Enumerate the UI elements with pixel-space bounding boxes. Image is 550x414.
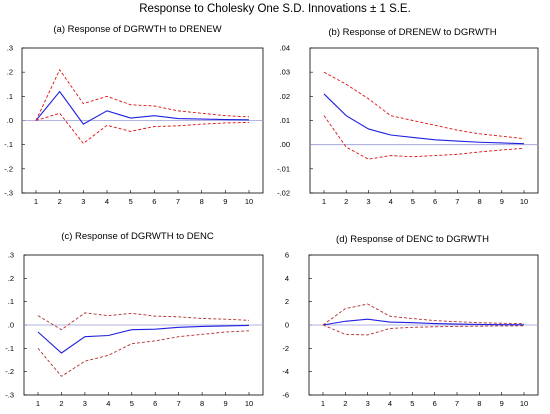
upper-band-line-d xyxy=(322,303,525,326)
lower-band-line-b xyxy=(323,115,525,160)
x-tick-label: 4 xyxy=(388,399,392,408)
x-tick-label: 7 xyxy=(455,197,459,206)
x-tick-label: 8 xyxy=(200,399,204,408)
y-tick-label: 0 xyxy=(285,321,289,330)
x-tick-label: 1 xyxy=(36,399,40,408)
y-tick-label: .03 xyxy=(280,68,290,77)
chart-a-plot: .3 .2 .1 .0 -.1 -.2 -.3 1 2 3 4 5 6 7 8 9 10 xyxy=(4,44,264,206)
panel-title-a: (a) Response of DGRWTH to DRENEW xyxy=(53,24,222,35)
x-tick-label: 10 xyxy=(520,197,528,206)
panel-title-b: (b) Response of DRENEW to DGRWTH xyxy=(328,27,497,38)
y-tick-label: .01 xyxy=(280,116,290,125)
x-tick-label: 5 xyxy=(129,197,133,206)
x-tick-label: 3 xyxy=(81,197,85,206)
x-tick-label: 7 xyxy=(177,399,181,408)
x-tick-label: 5 xyxy=(130,399,134,408)
x-tick-label: 1 xyxy=(34,197,38,206)
y-tick-label: -.3 xyxy=(4,189,13,198)
plot-frame-b xyxy=(309,47,539,194)
x-tick-label: 8 xyxy=(200,197,204,206)
y-tick-label: -.1 xyxy=(5,344,14,353)
x-tick-label: 5 xyxy=(410,399,414,408)
y-tick-label: .0 xyxy=(8,321,14,330)
x-tick-label: 6 xyxy=(433,399,437,408)
y-tick-label: .3 xyxy=(7,44,13,53)
x-tick-label: 10 xyxy=(520,399,528,408)
chart-panel-b: (b) Response of DRENEW to DGRWTH .04 .03.… xyxy=(275,18,550,210)
y-tick-label: -.01 xyxy=(277,164,290,173)
response-line-a xyxy=(35,90,250,125)
x-tick-label: 3 xyxy=(83,399,87,408)
y-tick-label: 6 xyxy=(285,251,289,260)
x-tick-label: 2 xyxy=(59,399,63,408)
chart-panel-a: (a) Response of DGRWTH to DRENEW .3 .2 .1.… xyxy=(0,18,275,210)
y-tick-label: .02 xyxy=(280,92,290,101)
x-tick-label: 5 xyxy=(411,197,415,206)
x-tick-label: 4 xyxy=(389,197,393,206)
y-tick-label: .2 xyxy=(8,274,14,283)
y-tick-label: -.02 xyxy=(277,189,290,198)
upper-band-line-c xyxy=(37,312,250,331)
y-tick-label: .1 xyxy=(7,92,13,101)
y-tick-label: 2 xyxy=(285,297,289,306)
x-tick-label: 1 xyxy=(321,399,325,408)
y-tick-label: -4 xyxy=(282,367,289,376)
y-tick-label: .04 xyxy=(280,44,290,53)
x-tick-label: 9 xyxy=(223,197,227,206)
x-tick-label: 2 xyxy=(344,197,348,206)
chart-b-plot: .04 .03 .02 .01 .00 -.01 -.02 1 2 3 4 5 6 7 8 9 10 xyxy=(277,44,539,206)
response-line-b xyxy=(323,93,525,145)
chart-panel-d: (d) Response of DENC to DGRWTH 6 4 2 0 -2 -4 -… xyxy=(275,225,550,414)
x-tick-label: 3 xyxy=(366,399,370,408)
upper-band-line-b xyxy=(323,71,525,140)
chart-panel-c: (c) Response of DGRWTH to DENC .3 .2 .1 .0 -… xyxy=(0,225,275,414)
x-tick-label: 8 xyxy=(477,197,481,206)
x-tick-label: 6 xyxy=(152,197,156,206)
x-tick-label: 7 xyxy=(455,399,459,408)
lower-band-line-c xyxy=(37,330,250,377)
upper-band-line-a xyxy=(35,68,250,121)
y-tick-label: 4 xyxy=(285,274,289,283)
response-line-c xyxy=(37,324,250,354)
panel-title-c: (c) Response of DGRWTH to DENC xyxy=(61,231,214,242)
x-tick-label: 6 xyxy=(433,197,437,206)
y-tick-label: .0 xyxy=(7,116,13,125)
y-tick-label: -.2 xyxy=(4,164,13,173)
y-tick-label: .2 xyxy=(7,68,13,77)
x-tick-label: 8 xyxy=(477,399,481,408)
x-tick-label: 9 xyxy=(500,399,504,408)
y-tick-label: .00 xyxy=(280,140,290,149)
x-tick-label: 9 xyxy=(500,197,504,206)
x-tick-label: 10 xyxy=(245,197,253,206)
x-tick-label: 7 xyxy=(176,197,180,206)
y-tick-label: -6 xyxy=(282,391,289,400)
chart-d-plot: 6 4 2 0 -2 -4 -6 1 2 3 4 5 6 7 8 9 10 xyxy=(282,251,539,408)
x-tick-label: 2 xyxy=(58,197,62,206)
x-tick-label: 9 xyxy=(223,399,227,408)
y-tick-label: -.2 xyxy=(5,367,14,376)
chart-c-plot: .3 .2 .1 .0 -.1 -.2 -.3 1 2 3 4 5 6 7 8 9 10 xyxy=(5,251,264,408)
y-tick-label: -.3 xyxy=(5,391,14,400)
x-tick-label: 2 xyxy=(343,399,347,408)
x-tick-label: 3 xyxy=(366,197,370,206)
x-tick-label: 4 xyxy=(106,399,110,408)
y-tick-label: .1 xyxy=(8,297,14,306)
x-tick-label: 1 xyxy=(322,197,326,206)
y-tick-label: -2 xyxy=(282,344,289,353)
response-line-d xyxy=(322,318,525,326)
panel-title-d: (d) Response of DENC to DGRWTH xyxy=(336,234,489,245)
y-tick-label: -.1 xyxy=(4,140,13,149)
y-tick-label: .3 xyxy=(8,251,14,260)
x-tick-label: 6 xyxy=(153,399,157,408)
lower-band-line-a xyxy=(35,112,250,145)
figure-title: Response to Cholesky One S.D. Innovation… xyxy=(139,3,411,15)
x-tick-label: 10 xyxy=(245,399,253,408)
x-tick-label: 4 xyxy=(105,197,109,206)
lower-band-line-d xyxy=(322,324,525,336)
